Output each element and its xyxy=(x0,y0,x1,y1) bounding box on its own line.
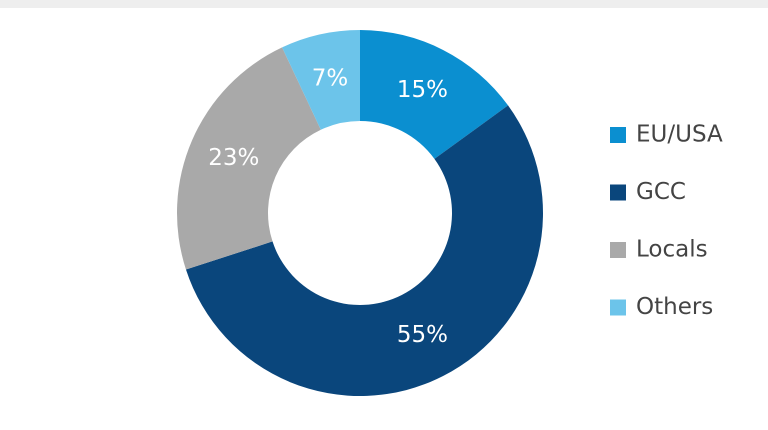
legend-swatch xyxy=(610,127,626,143)
legend-swatch xyxy=(610,184,626,201)
slice xyxy=(282,30,360,130)
slice xyxy=(177,47,321,270)
legend-label: EU/USA xyxy=(636,122,723,148)
legend-swatch xyxy=(610,299,626,316)
slice-label: 55% xyxy=(397,322,448,348)
slice-label: 23% xyxy=(208,145,259,171)
legend-label: Locals xyxy=(636,237,708,263)
legend-label: GCC xyxy=(636,179,686,205)
top-band xyxy=(0,0,768,8)
slice-label: 7% xyxy=(312,65,349,91)
slice xyxy=(185,105,543,396)
legend-swatch xyxy=(610,242,626,258)
slice xyxy=(360,30,509,159)
slice-label: 15% xyxy=(397,77,448,103)
legend-label: Others xyxy=(636,294,713,320)
